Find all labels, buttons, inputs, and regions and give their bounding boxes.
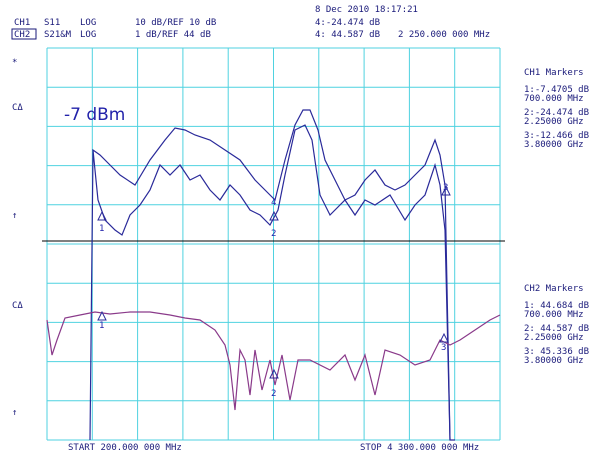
marker-title: CH1 Markers — [524, 68, 584, 78]
marker-frequency: 2.25000 GHz — [524, 117, 584, 127]
ch1-trace-b — [92, 124, 451, 441]
trace-marker: 2 — [271, 389, 276, 399]
marker-frequency: 3.80000 GHz — [524, 356, 584, 366]
ch2-format: LOG — [80, 30, 96, 40]
trace-marker: 1 — [99, 224, 104, 234]
marker-frequency: 700.000 MHz — [524, 310, 584, 320]
left-label: CΔ — [12, 103, 23, 113]
marker-triangles — [97, 185, 451, 379]
left-label: ↑ — [12, 211, 17, 221]
grid — [46, 47, 501, 441]
trace-marker: 4 — [271, 198, 276, 208]
trace-marker: 3 — [441, 343, 446, 353]
ch2-trace — [46, 311, 501, 411]
ch1-param: S11 — [44, 18, 60, 28]
left-label: * — [12, 58, 17, 68]
trace-marker: 2 — [271, 229, 276, 239]
ch1-label: CH1 — [14, 18, 30, 28]
ch1-format: LOG — [80, 18, 96, 28]
marker-frequency: 2.25000 GHz — [524, 333, 584, 343]
trace-marker: 1 — [99, 321, 104, 331]
left-label: CΔ — [12, 301, 23, 311]
ch2-readout: 4: 44.587 dB — [315, 30, 380, 40]
marker-value: 1: 44.684 dB — [524, 301, 589, 311]
trace-marker: 3 — [443, 183, 448, 193]
ch1-trace-a — [89, 109, 455, 441]
marker-value: 2:-24.474 dB — [524, 108, 589, 118]
date-time: 8 Dec 2010 18:17:21 — [315, 5, 418, 15]
ch2-label: CH2 — [14, 30, 30, 40]
ch2-frequency: 2 250.000 000 MHz — [398, 30, 490, 40]
marker-value: 2: 44.587 dB — [524, 324, 589, 334]
ch2-param: S21&M — [44, 30, 72, 40]
marker-value: 3: 45.336 dB — [524, 347, 589, 357]
marker-frequency: 3.80000 GHz — [524, 140, 584, 150]
power-level: -7 dBm — [64, 105, 125, 125]
left-label: ↑ — [12, 408, 17, 418]
stop-frequency: STOP 4 300.000 000 MHz — [360, 443, 479, 452]
ch1-readout: 4:-24.474 dB — [315, 18, 380, 28]
ch1-scale: 10 dB/REF 10 dB — [135, 18, 216, 28]
active-channel-box — [11, 28, 37, 40]
marker-title: CH2 Markers — [524, 284, 584, 294]
marker-frequency: 700.000 MHz — [524, 94, 584, 104]
ch2-scale: 1 dB/REF 44 dB — [135, 30, 211, 40]
start-frequency: START 200.000 000 MHz — [68, 443, 182, 452]
marker-value: 3:-12.466 dB — [524, 131, 589, 141]
marker-value: 1:-7.4705 dB — [524, 85, 589, 95]
